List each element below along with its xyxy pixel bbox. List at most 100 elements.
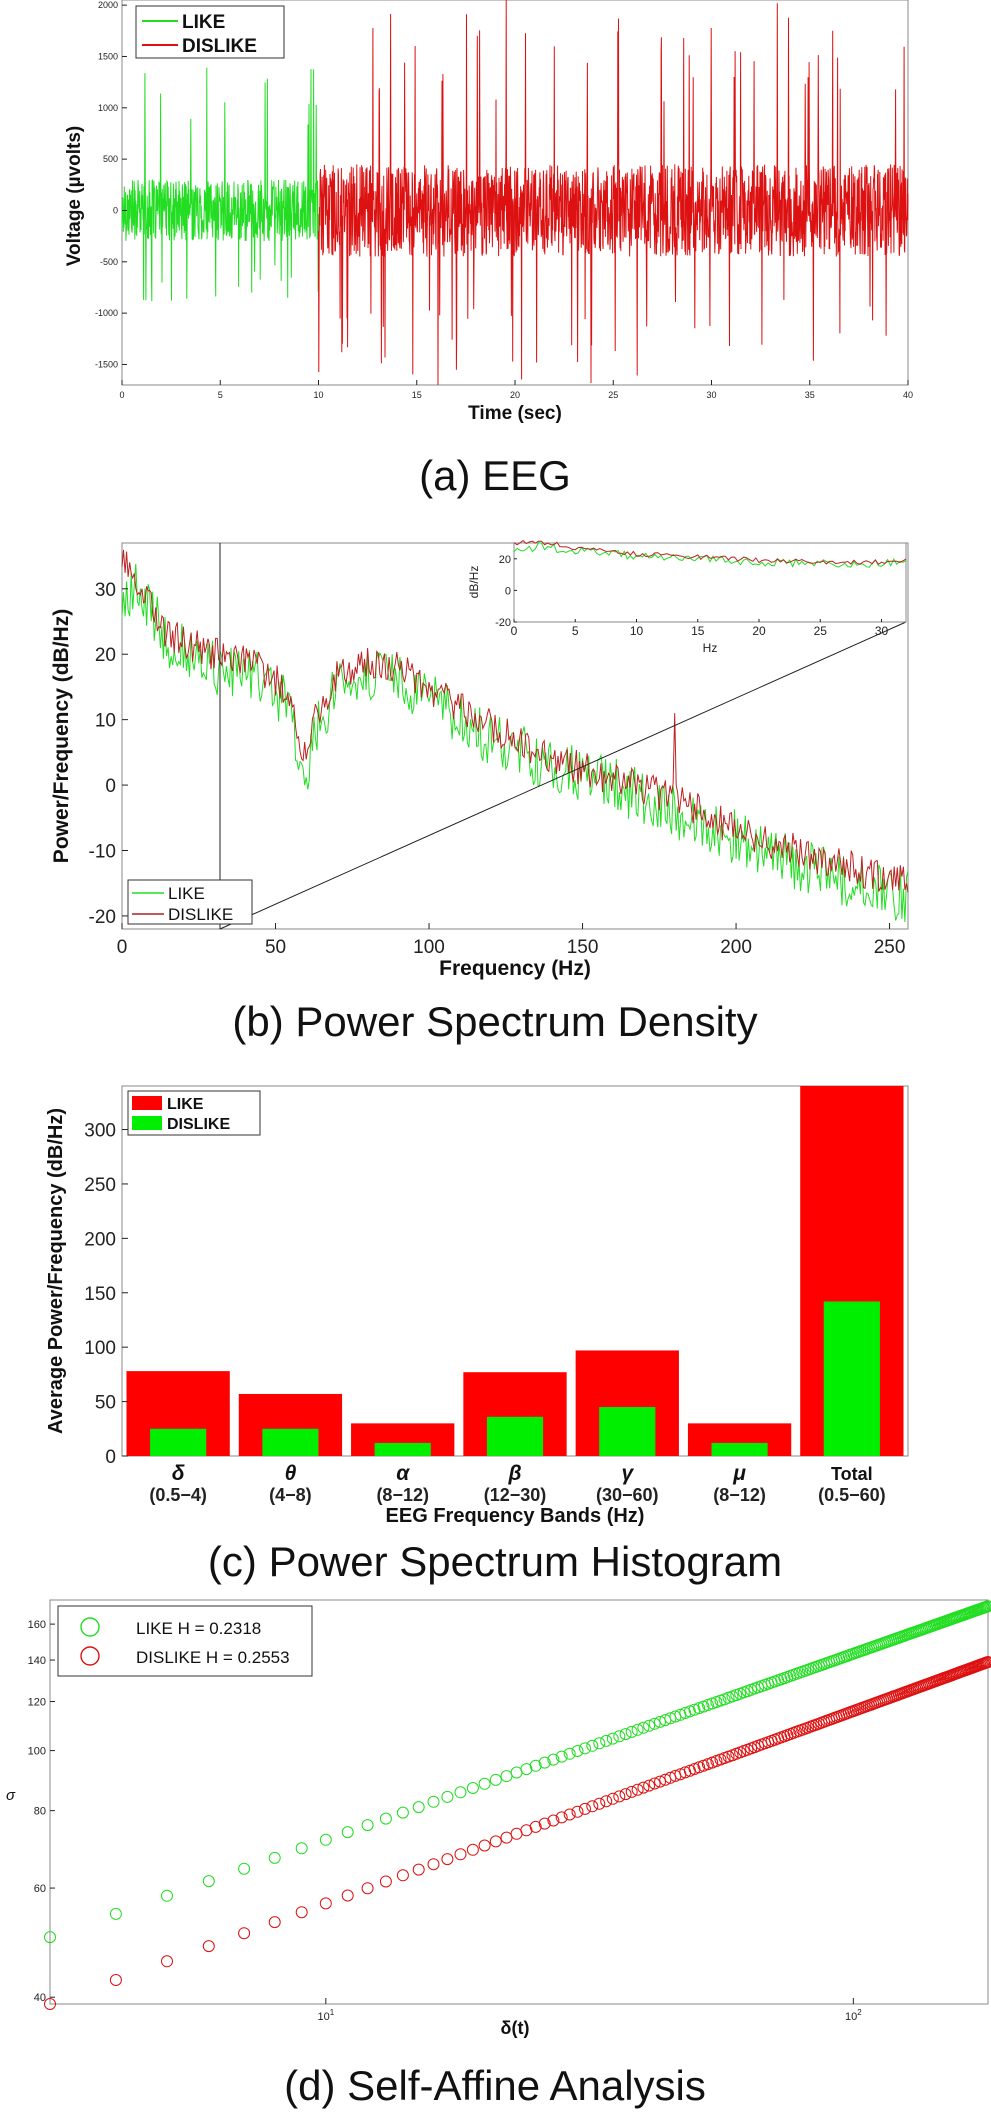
affine-point-like — [454, 1786, 467, 1799]
psd-inset-series-dislike — [513, 539, 907, 565]
affine-point-dislike — [547, 1814, 560, 1827]
hist-ytick-label: 300 — [84, 1121, 116, 1142]
affine-point-like — [631, 1723, 644, 1736]
hist-ytick-label: 0 — [105, 1447, 116, 1468]
affine-point-like — [441, 1790, 454, 1803]
hist-ticks: 0 50 100 150 200 250 300 — [84, 1121, 128, 1468]
affine-point-dislike — [538, 1817, 551, 1830]
affine-point-dislike — [586, 1800, 599, 1813]
affine-point-like — [606, 1732, 619, 1745]
affine-point-dislike — [613, 1790, 626, 1803]
eeg-xtick-label: 20 — [510, 390, 520, 400]
eeg-ylabel: Voltage (µvolts) — [64, 126, 85, 266]
hist-bar-dislike — [599, 1407, 656, 1456]
affine-point-like — [555, 1750, 568, 1763]
eeg-ytick-label: 1500 — [98, 51, 118, 61]
affine-point-dislike — [563, 1808, 576, 1821]
psd-xtick-label: 100 — [413, 937, 445, 958]
psd-inset-ytick-label: 20 — [499, 554, 511, 566]
hist-xtick-range: (12−30) — [484, 1485, 547, 1505]
psd-caption: (b) Power Spectrum Density — [232, 998, 757, 1045]
psd-xtick-label: 200 — [720, 937, 752, 958]
psd-zoom-connector — [219, 621, 907, 930]
affine-point-dislike — [648, 1777, 661, 1790]
psd-inset-series — [513, 539, 907, 568]
hist-bars: δ(0.5−4)θ(4−8)α(8−12)β(12−30)γ(30−60)μ(8… — [126, 1086, 904, 1505]
affine-point-like — [268, 1851, 281, 1864]
hist-ytick-label: 100 — [84, 1338, 116, 1359]
affine-point-like — [466, 1782, 479, 1794]
affine-legend-like-marker — [80, 1617, 100, 1637]
affine-xtick-label: 101 — [317, 2008, 334, 2023]
affine-point-like — [529, 1759, 542, 1772]
psd-inset-xtick-label: 25 — [814, 624, 828, 638]
affine-point-dislike — [654, 1775, 666, 1788]
eeg-ytick-label: 500 — [103, 154, 118, 164]
hist-xtick-symbol: μ — [732, 1462, 746, 1485]
eeg-xtick-label: 25 — [608, 390, 618, 400]
affine-point-like — [600, 1734, 613, 1747]
affine-point-dislike — [441, 1853, 454, 1866]
eeg-xtick-label: 35 — [805, 390, 815, 400]
psd-ytick-label: -10 — [89, 841, 116, 862]
hist-xlabel: EEG Frequency Bands (Hz) — [386, 1505, 645, 1527]
affine-point-dislike — [427, 1858, 440, 1871]
affine-point-like — [379, 1812, 392, 1825]
eeg-series-like — [121, 67, 319, 302]
psd-inset-xtick-label: 30 — [875, 624, 889, 638]
affine-point-dislike — [268, 1916, 281, 1929]
psd-ytick-label: 0 — [105, 776, 116, 797]
psd-ytick-label: 10 — [95, 711, 116, 732]
eeg-xtick-label: 15 — [412, 390, 422, 400]
affine-xtick-label: 102 — [845, 2008, 862, 2023]
panel-eeg: 0 5 10 15 20 25 30 35 40 -1500 -1000 -500 0 500 1000 15… — [64, 0, 913, 499]
hist-bar-dislike — [262, 1428, 319, 1456]
affine-point-dislike — [600, 1795, 613, 1808]
hist-legend-like-swatch — [132, 1096, 162, 1110]
eeg-xtick-label: 30 — [706, 390, 716, 400]
affine-point-dislike — [637, 1781, 650, 1794]
psd-xtick-label: 250 — [874, 937, 906, 958]
affine-legend-dislike-marker — [80, 1646, 100, 1666]
affine-ytick-label: 140 — [28, 1655, 46, 1667]
hist-xtick-symbol: δ — [172, 1462, 185, 1485]
psd-ytick-label: 20 — [95, 645, 116, 666]
affine-point-dislike — [555, 1811, 568, 1824]
hist-legend: LIKE DISLIKE — [127, 1090, 261, 1136]
hist-bar-dislike — [711, 1442, 768, 1456]
eeg-ytick-label: 2000 — [98, 0, 118, 10]
affine-point-dislike — [161, 1955, 173, 1968]
affine-ticks: 101 102 40 60 80 100 120 140 160 — [28, 1619, 863, 2023]
affine-point-dislike — [379, 1875, 392, 1888]
affine-point-like — [412, 1801, 425, 1814]
psd-ylabel: Power/Frequency (dB/Hz) — [50, 609, 73, 863]
affine-point-like — [202, 1875, 215, 1888]
affine-ytick-label: 40 — [34, 1992, 46, 2004]
hist-xtick-range: (0.5−60) — [818, 1485, 886, 1505]
affine-point-dislike — [982, 1656, 991, 1668]
affine-point-like — [679, 1707, 692, 1719]
psd-legend-like-label: LIKE — [168, 884, 205, 903]
hist-legend-dislike-label: DISLIKE — [167, 1116, 230, 1133]
affine-point-like — [361, 1819, 374, 1832]
affine-ytick-label: 120 — [28, 1697, 46, 1709]
hist-xtick-range: (8−12) — [713, 1485, 766, 1505]
affine-point-like — [161, 1889, 173, 1902]
psd-inset-xtick-label: 10 — [630, 624, 644, 638]
affine-point-like — [478, 1777, 491, 1790]
hist-legend-dislike-swatch — [132, 1116, 162, 1130]
affine-point-dislike — [295, 1906, 308, 1919]
affine-point-like — [625, 1725, 638, 1738]
psd-xtick-label: 0 — [117, 937, 128, 958]
affine-ylabel: σ — [6, 1787, 16, 1804]
hist-ytick-label: 50 — [95, 1393, 116, 1414]
eeg-ticks: 0 5 10 15 20 25 30 35 40 -1500 -1000 -500 0 500 1000 15… — [95, 0, 913, 400]
psd-ytick-label: 30 — [95, 580, 116, 601]
affine-legend-like-label: LIKE H = 0.2318 — [136, 1619, 261, 1638]
hist-bar-dislike — [374, 1442, 431, 1456]
affine-point-dislike — [412, 1863, 425, 1876]
